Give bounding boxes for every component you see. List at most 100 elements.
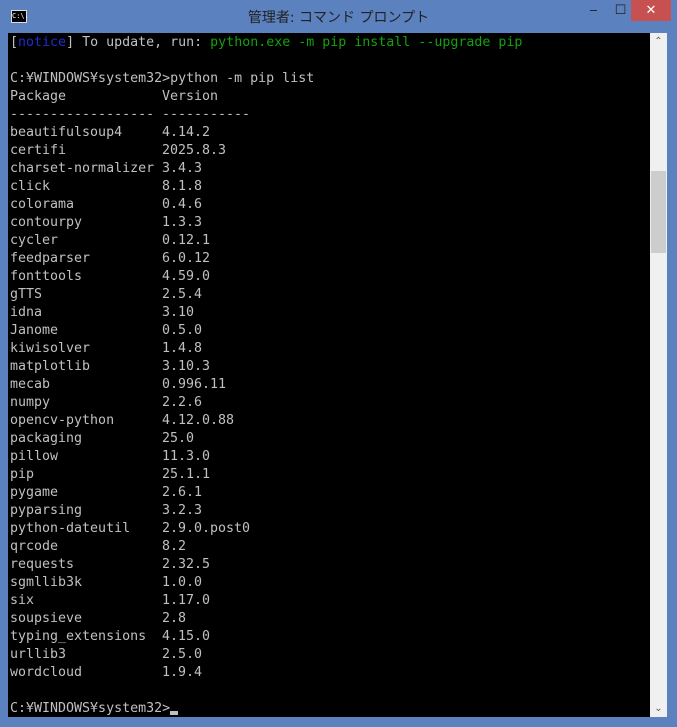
package-row: typing_extensions 4.15.0: [10, 628, 522, 646]
package-name: packaging: [10, 431, 83, 446]
package-row: kiwisolver 1.4.8: [10, 340, 522, 358]
package-row: six 1.17.0: [10, 592, 522, 610]
notice-bracket-open: [: [10, 35, 19, 50]
package-version: 4.59.0: [162, 269, 211, 284]
package-version: 2.9.0.post0: [162, 521, 251, 536]
package-row: matplotlib 3.10.3: [10, 358, 522, 376]
package-version: 4.12.0.88: [162, 413, 235, 428]
package-name: kiwisolver: [10, 341, 91, 356]
package-version: 8.2: [162, 539, 187, 554]
package-version: 2.5.0: [162, 647, 203, 662]
package-version: 6.0.12: [162, 251, 211, 266]
package-version: 11.3.0: [162, 449, 211, 464]
package-row: charset-normalizer 3.4.3: [10, 160, 522, 178]
package-name: numpy: [10, 395, 51, 410]
chevron-down-icon[interactable]: ⌄: [654, 703, 663, 714]
package-version: 4.14.2: [162, 125, 211, 140]
package-version: 0.5.0: [162, 323, 203, 338]
package-name: pillow: [10, 449, 59, 464]
package-version: 0.4.6: [162, 197, 203, 212]
package-name: urllib3: [10, 647, 67, 662]
package-name: pygame: [10, 485, 59, 500]
package-name: feedparser: [10, 251, 91, 266]
package-row: packaging 25.0: [10, 430, 522, 448]
package-name: pip: [10, 467, 35, 482]
package-version: 1.3.3: [162, 215, 203, 230]
minimize-button[interactable]: ‒: [589, 3, 598, 18]
package-name: click: [10, 179, 51, 194]
package-name: idna: [10, 305, 43, 320]
package-name: six: [10, 593, 35, 608]
notice-tag: notice: [18, 35, 67, 50]
vertical-scrollbar[interactable]: ⌃ ⌄: [650, 33, 667, 717]
package-version: 2.6.1: [162, 485, 203, 500]
package-row: fonttools 4.59.0: [10, 268, 522, 286]
package-version: 8.1.8: [162, 179, 203, 194]
console-output[interactable]: [notice] To update, run: python.exe -m p…: [8, 33, 650, 717]
package-name: sgmllib3k: [10, 575, 83, 590]
notice-line: [notice] To update, run: python.exe -m p…: [10, 34, 522, 52]
package-row: wordcloud 1.9.4: [10, 664, 522, 682]
scrollbar-thumb[interactable]: [651, 171, 666, 253]
package-version: 1.4.8: [162, 341, 203, 356]
package-version: 25.1.1: [162, 467, 211, 482]
package-row: colorama 0.4.6: [10, 196, 522, 214]
package-version: 25.0: [162, 431, 195, 446]
package-row: opencv-python 4.12.0.88: [10, 412, 522, 430]
table-separator: ------------------ -----------: [10, 106, 522, 124]
package-name: Janome: [10, 323, 59, 338]
package-row: soupsieve 2.8: [10, 610, 522, 628]
package-version: 2025.8.3: [162, 143, 227, 158]
text-cursor: [170, 711, 179, 715]
window-title: 管理者: コマンド プロンプト: [247, 10, 430, 26]
header-package: Package: [10, 89, 67, 104]
package-name: cycler: [10, 233, 59, 248]
package-version: 2.5.4: [162, 287, 203, 302]
package-version: 3.4.3: [162, 161, 203, 176]
package-name: contourpy: [10, 215, 83, 230]
package-name: python-dateutil: [10, 521, 131, 536]
package-row: mecab 0.996.11: [10, 376, 522, 394]
package-row: urllib3 2.5.0: [10, 646, 522, 664]
header-version: Version: [162, 89, 219, 104]
notice-text: To update, run:: [74, 35, 211, 50]
package-version: 1.17.0: [162, 593, 211, 608]
package-name: charset-normalizer: [10, 161, 155, 176]
package-row: requests 2.32.5: [10, 556, 522, 574]
package-name: typing_extensions: [10, 629, 147, 644]
package-row: pillow 11.3.0: [10, 448, 522, 466]
package-name: pyparsing: [10, 503, 83, 518]
package-name: matplotlib: [10, 359, 91, 374]
package-name: colorama: [10, 197, 75, 212]
package-name: gTTS: [10, 287, 43, 302]
package-name: mecab: [10, 377, 51, 392]
package-version: 1.0.0: [162, 575, 203, 590]
package-name: wordcloud: [10, 665, 83, 680]
final-prompt: C:¥WINDOWS¥system32>: [10, 701, 171, 716]
package-version: 3.10: [162, 305, 195, 320]
cmd-app-icon[interactable]: C:\.: [11, 10, 29, 23]
maximize-button[interactable]: ☐: [614, 3, 627, 18]
separator-version: -----------: [162, 107, 251, 122]
package-version: 2.2.6: [162, 395, 203, 410]
package-row: gTTS 2.5.4: [10, 286, 522, 304]
package-name: soupsieve: [10, 611, 83, 626]
package-version: 3.10.3: [162, 359, 211, 374]
package-row: pygame 2.6.1: [10, 484, 522, 502]
package-row: sgmllib3k 1.0.0: [10, 574, 522, 592]
package-row: cycler 0.12.1: [10, 232, 522, 250]
package-name: fonttools: [10, 269, 83, 284]
package-name: qrcode: [10, 539, 59, 554]
package-row: qrcode 8.2: [10, 538, 522, 556]
final-prompt-line[interactable]: C:¥WINDOWS¥system32>: [10, 700, 522, 718]
package-version: 3.2.3: [162, 503, 203, 518]
package-name: certifi: [10, 143, 67, 158]
close-button[interactable]: ✕: [631, 0, 671, 21]
title-bar[interactable]: C:\. 管理者: コマンド プロンプト ‒ ☐ ✕: [0, 0, 677, 32]
package-name: beautifulsoup4: [10, 125, 123, 140]
prompt-command-line: C:¥WINDOWS¥system32>python -m pip list: [10, 71, 315, 86]
table-header: Package Version: [10, 88, 522, 106]
chevron-up-icon[interactable]: ⌃: [654, 36, 663, 47]
package-row: click 8.1.8: [10, 178, 522, 196]
package-name: opencv-python: [10, 413, 115, 428]
